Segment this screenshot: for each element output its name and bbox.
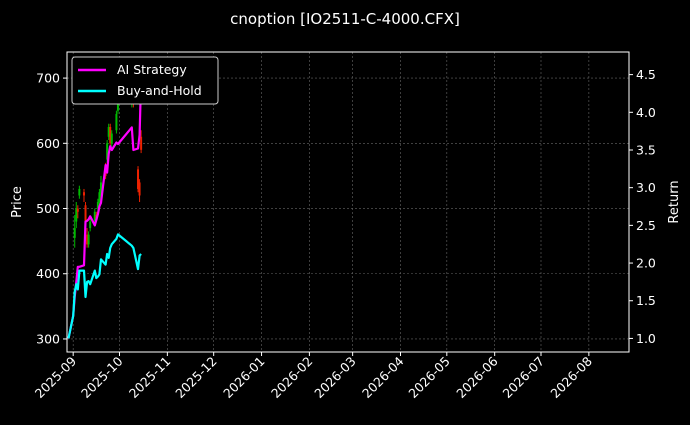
chart-title: cnoption [IO2511-C-4000.CFX] [230, 10, 460, 28]
candle-body [76, 208, 79, 212]
right-tick-label: 2.0 [636, 256, 656, 271]
legend-label-ai-strategy: AI Strategy [117, 62, 187, 77]
candle-body [75, 208, 78, 222]
candle-body [96, 202, 99, 209]
legend: AI Strategy Buy-and-Hold [71, 56, 219, 105]
series-line-ai-strategy [67, 78, 143, 339]
candle-body [109, 127, 112, 144]
candle-body [110, 133, 113, 144]
right-tick-label: 1.5 [636, 293, 656, 308]
candle-body [107, 127, 110, 137]
legend-label-buy-and-hold: Buy-and-Hold [117, 83, 202, 98]
plot-frame [66, 51, 630, 353]
left-tick-label: 700 [36, 71, 60, 86]
candle-body [84, 205, 87, 222]
left-tick-label: 300 [36, 331, 60, 346]
candle-body [82, 192, 85, 196]
candle-body [87, 234, 90, 245]
candle-body [93, 211, 96, 222]
left-tick-label: 400 [36, 266, 60, 281]
candle-body [86, 234, 89, 245]
legend-box [71, 56, 219, 105]
candle-body [106, 143, 109, 160]
candle-body [137, 169, 140, 189]
candle-body [140, 136, 143, 150]
candle-body [138, 182, 141, 196]
candle-body [89, 221, 92, 229]
right-tick-label: 2.5 [636, 218, 656, 233]
right-axis-label: Return [667, 180, 682, 223]
candle-body [98, 192, 101, 202]
right-axis: 1.0 1.5 2.0 2.5 3.0 3.5 4.0 4.5 [629, 67, 656, 346]
right-tick-label: 3.5 [636, 142, 656, 157]
candle-body [78, 188, 81, 196]
candle-body [99, 182, 102, 196]
series-line-buy-and-hold [67, 233, 142, 339]
right-tick-label: 1.0 [636, 331, 656, 346]
right-tick-label: 3.0 [636, 180, 656, 195]
right-tick-label: 4.0 [636, 105, 656, 120]
candle-body [116, 100, 119, 111]
left-axis: 300 400 500 600 700 [36, 71, 67, 346]
left-tick-label: 500 [36, 201, 60, 216]
candle-body [73, 228, 76, 238]
left-tick-label: 600 [36, 136, 60, 151]
right-tick-label: 4.5 [636, 67, 656, 82]
left-axis-label: Price [10, 186, 25, 218]
series-lines [67, 78, 143, 339]
candle-body [115, 113, 118, 131]
